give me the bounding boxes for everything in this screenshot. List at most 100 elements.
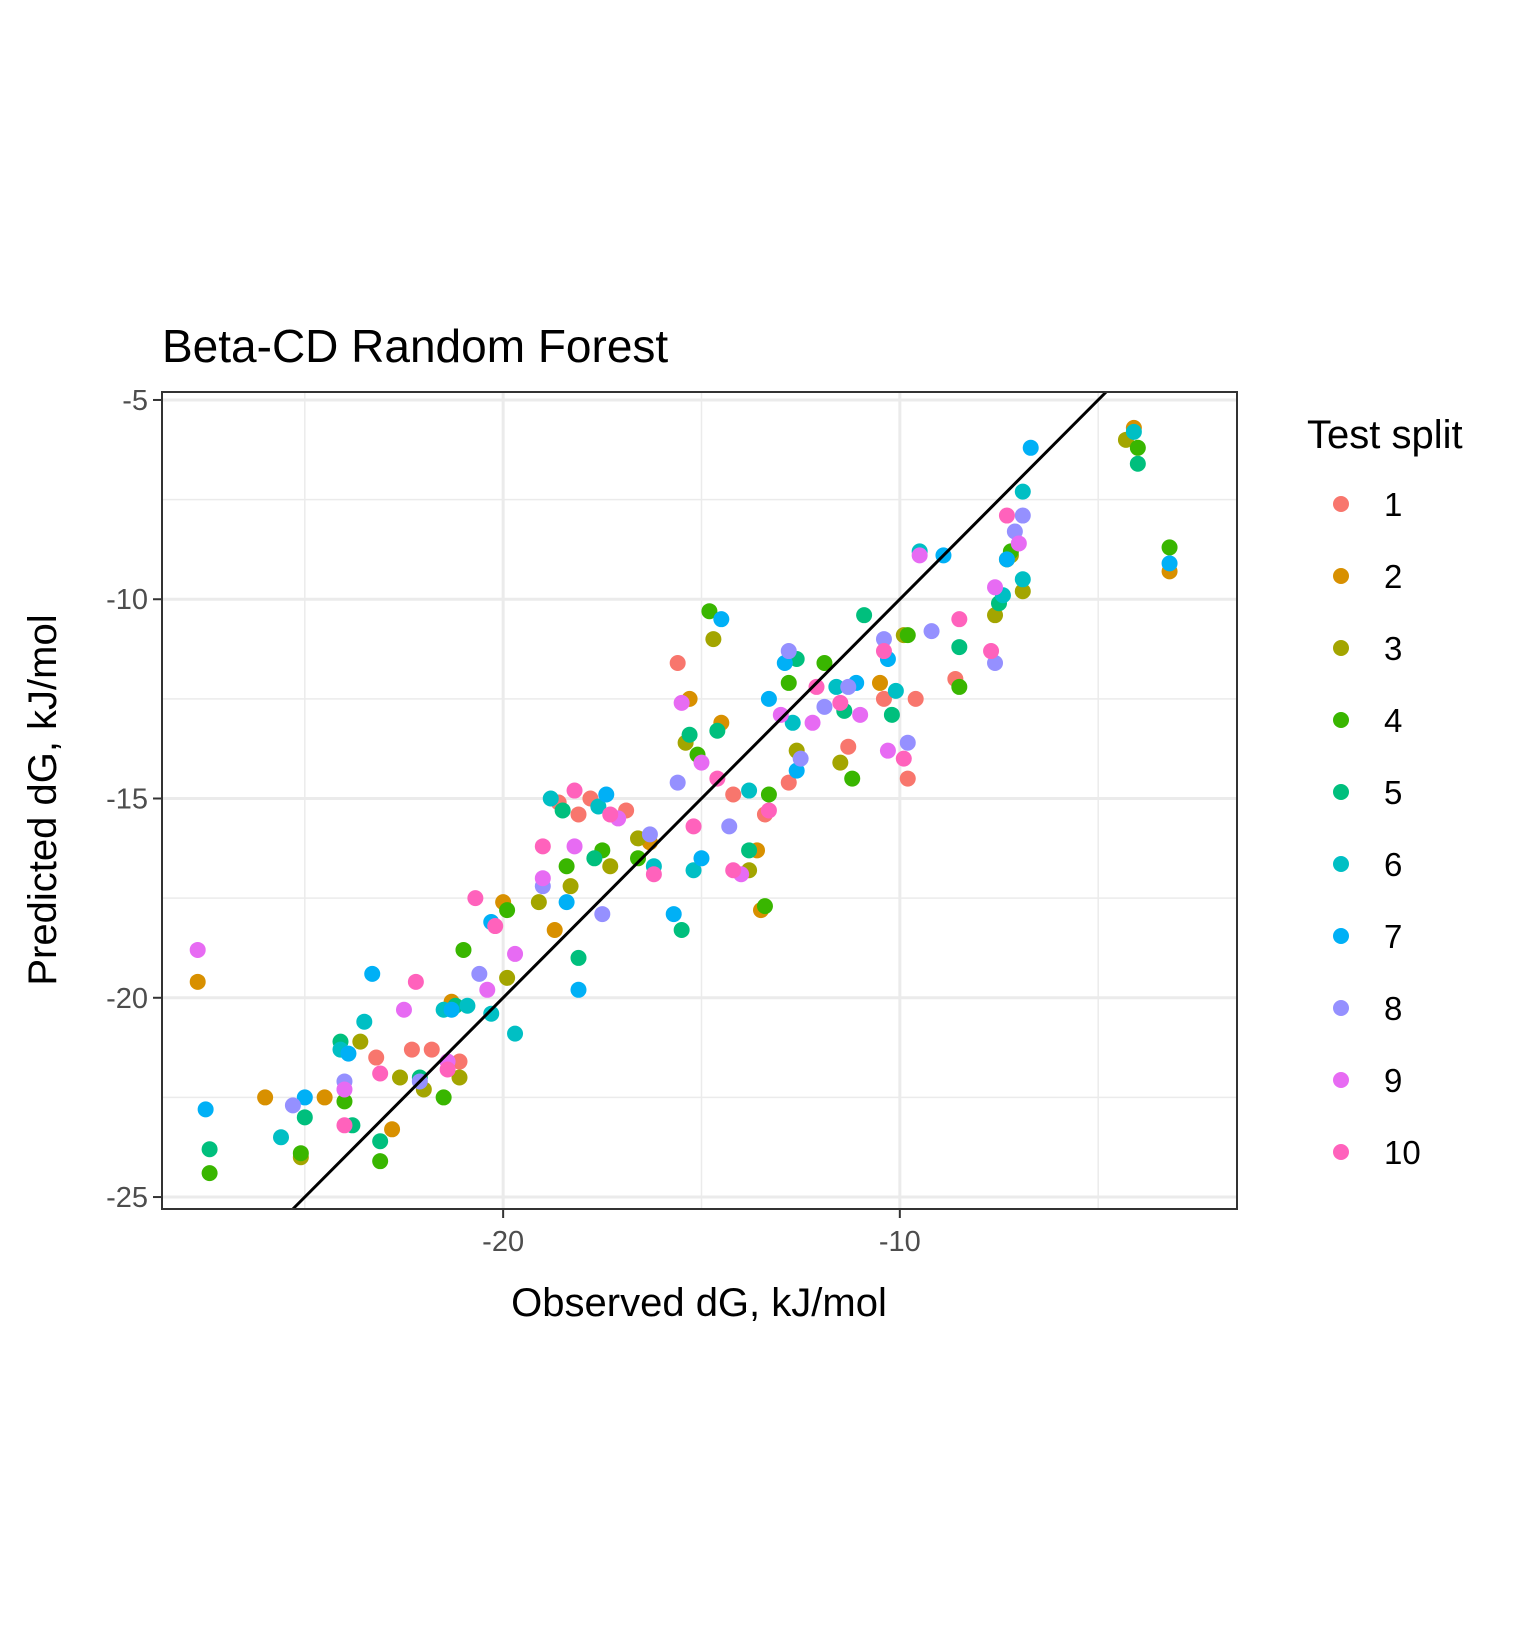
- data-point: [1022, 439, 1039, 456]
- data-point: [832, 754, 849, 771]
- data-point: [883, 706, 900, 723]
- data-point: [875, 631, 892, 648]
- legend-label: 4: [1384, 702, 1402, 739]
- data-point: [598, 786, 615, 803]
- data-point: [741, 782, 758, 799]
- legend-item: 4: [1333, 702, 1402, 739]
- data-point: [507, 945, 524, 962]
- data-point: [423, 1041, 440, 1058]
- data-point: [998, 507, 1015, 524]
- data-point: [828, 678, 845, 695]
- data-point: [693, 754, 710, 771]
- data-point: [951, 611, 968, 628]
- legend-key: [1333, 496, 1349, 512]
- data-point: [630, 850, 647, 867]
- data-point: [1129, 455, 1146, 472]
- data-point: [705, 631, 722, 648]
- data-point: [844, 770, 861, 787]
- y-tick-label: -25: [106, 1182, 148, 1214]
- data-point: [364, 965, 381, 982]
- data-point: [1014, 483, 1031, 500]
- data-point: [534, 870, 551, 887]
- y-tick-label: -15: [106, 784, 148, 816]
- legend-item: 5: [1333, 774, 1402, 811]
- data-point: [911, 547, 928, 564]
- x-tick-label: -10: [879, 1226, 921, 1258]
- data-point: [296, 1109, 313, 1126]
- data-point: [899, 627, 916, 644]
- data-point: [665, 906, 682, 923]
- data-point: [471, 965, 488, 982]
- data-point: [570, 806, 587, 823]
- data-point: [641, 826, 658, 843]
- data-point: [507, 1025, 524, 1042]
- data-point: [673, 694, 690, 711]
- data-point: [1161, 555, 1178, 572]
- data-point: [681, 726, 698, 743]
- legend-label: 6: [1384, 846, 1402, 883]
- data-point: [392, 1069, 409, 1086]
- data-point: [451, 1069, 468, 1086]
- data-point: [534, 838, 551, 855]
- data-point: [189, 973, 206, 990]
- data-point: [951, 639, 968, 656]
- legend-item: 2: [1333, 558, 1402, 595]
- data-point: [384, 1121, 401, 1138]
- data-point: [257, 1089, 274, 1106]
- data-point: [530, 894, 547, 911]
- data-point: [439, 1061, 456, 1078]
- data-point: [340, 1045, 357, 1062]
- data-point: [840, 678, 857, 695]
- y-tick-label: -10: [106, 584, 148, 616]
- legend-label: 8: [1384, 990, 1402, 1027]
- data-point: [816, 655, 833, 672]
- identity-line-path: [291, 390, 1108, 1211]
- data-point: [879, 742, 896, 759]
- data-point: [693, 850, 710, 867]
- data-point: [590, 798, 607, 815]
- legend-label: 5: [1384, 774, 1402, 811]
- data-point: [816, 698, 833, 715]
- data-point: [669, 655, 686, 672]
- data-point: [1129, 439, 1146, 456]
- panel-border: [161, 391, 1238, 1210]
- data-point: [899, 770, 916, 787]
- data-point: [395, 1001, 412, 1018]
- data-point: [566, 838, 583, 855]
- data-point: [725, 786, 742, 803]
- data-point: [292, 1145, 309, 1162]
- data-point: [760, 690, 777, 707]
- data-point: [808, 678, 825, 695]
- data-point: [741, 842, 758, 859]
- data-point: [875, 690, 892, 707]
- series-1: [368, 655, 964, 1070]
- legend-key: [1333, 1000, 1349, 1016]
- data-point: [1125, 423, 1142, 440]
- y-axis: -25 -20 -15 -10 -5: [106, 385, 162, 1214]
- data-point: [756, 898, 773, 915]
- y-tick-label: -20: [106, 983, 148, 1015]
- data-point: [483, 1005, 500, 1022]
- data-point: [602, 858, 619, 875]
- data-point: [725, 862, 742, 879]
- data-point: [586, 850, 603, 867]
- series-8: [284, 507, 1031, 1114]
- data-point: [201, 1141, 218, 1158]
- legend-item: 9: [1333, 1062, 1402, 1099]
- data-point: [594, 906, 611, 923]
- legend-item: 7: [1333, 918, 1402, 955]
- series-7: [197, 439, 1178, 1118]
- legend-item: 10: [1333, 1134, 1421, 1171]
- legend-item: 1: [1333, 486, 1402, 523]
- data-point: [558, 894, 575, 911]
- data-point: [1014, 583, 1031, 600]
- data-point: [602, 806, 619, 823]
- data-point: [542, 790, 559, 807]
- data-point: [562, 878, 579, 895]
- x-axis: -20 -10: [482, 1209, 921, 1258]
- legend-label: 7: [1384, 918, 1402, 955]
- legend-item: 6: [1333, 846, 1402, 883]
- data-point: [296, 1089, 313, 1106]
- data-point: [685, 862, 702, 879]
